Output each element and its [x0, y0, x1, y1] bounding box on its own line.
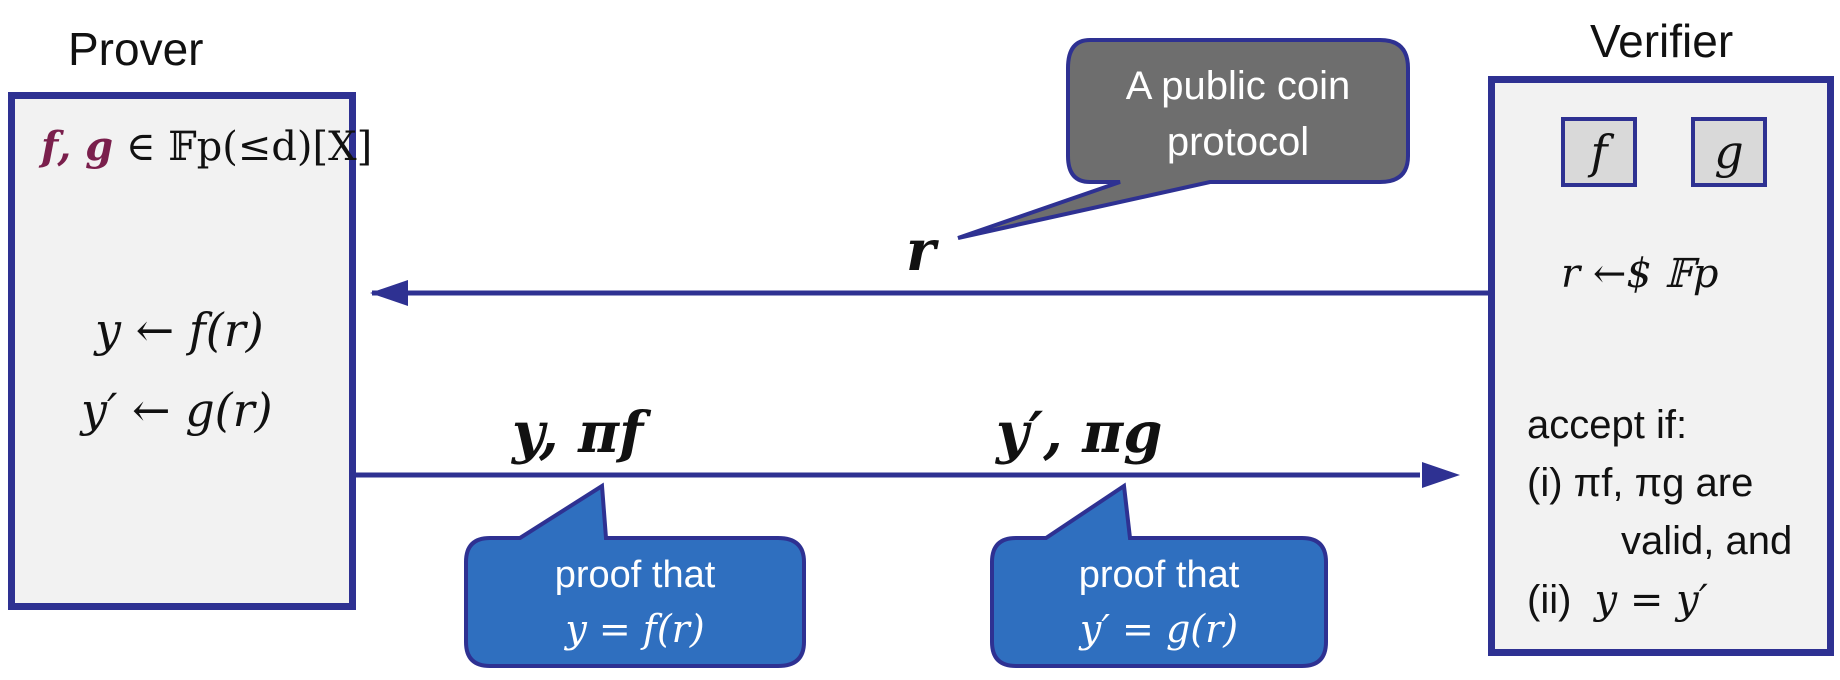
- prover-eval-f: y ← f(r): [95, 303, 264, 357]
- public-coin-line1: A public coin: [1125, 64, 1351, 108]
- proof-g-line2: y′ = g(r): [1079, 607, 1239, 651]
- proof-f-callout-shape: [464, 482, 806, 668]
- commitment-f: f: [1561, 117, 1637, 187]
- cond2-equation: y = y′: [1594, 577, 1708, 623]
- commitment-g: g: [1691, 117, 1767, 187]
- response-f-message: y, πf: [512, 400, 644, 466]
- public-coin-callout: A public coin protocol: [1068, 58, 1408, 170]
- accept-heading: accept if:: [1527, 403, 1688, 447]
- proof-g-line1: proof that: [1078, 554, 1240, 596]
- verifier-title: Verifier: [1590, 15, 1734, 67]
- proof-f-callout: proof that y = f(r): [466, 548, 804, 656]
- verifier-box: f g r ←$ 𝔽p accept if: (i) πf, πg are va…: [1488, 76, 1834, 656]
- polynomial-spec: f, g ∈ 𝔽p(≤d)[X]: [41, 123, 372, 170]
- public-coin-callout-shape: [957, 38, 1410, 240]
- prover-eval-g: y′ ← g(r): [81, 383, 273, 437]
- poly-domain: ∈ 𝔽p(≤d)[X]: [125, 124, 373, 170]
- challenge-arrowhead: [370, 280, 408, 306]
- poly-names: f, g: [41, 123, 114, 170]
- prover-box: f, g ∈ 𝔽p(≤d)[X] y ← f(r) y′ ← g(r): [8, 92, 372, 610]
- proof-f-line1: proof that: [554, 554, 716, 596]
- public-coin-line2: protocol: [1166, 120, 1310, 164]
- response-arrowhead: [1422, 462, 1460, 488]
- response-g-message: y′, πg: [996, 400, 1163, 466]
- proof-g-callout: proof that y′ = g(r): [992, 548, 1326, 656]
- prover-title: Prover: [68, 23, 204, 75]
- challenge-sample: r ←$ 𝔽p: [1561, 251, 1719, 297]
- accept-condition-1-cont: valid, and: [1621, 519, 1793, 563]
- proof-f-line2: y = f(r): [565, 607, 705, 651]
- accept-condition-2: (ii) y = y′: [1527, 577, 1708, 623]
- accept-condition-1: (i) πf, πg are: [1527, 461, 1754, 505]
- proof-g-callout-shape: [990, 482, 1328, 668]
- cond2-label: (ii): [1527, 578, 1572, 622]
- challenge-message: r: [906, 218, 936, 284]
